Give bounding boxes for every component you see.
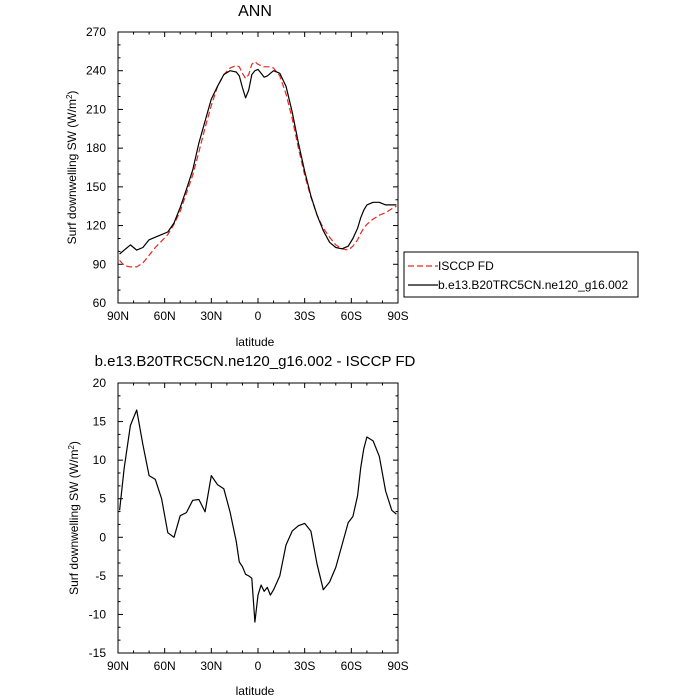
legend-label-model: b.e13.B20TRC5CN.ne120_g16.002	[438, 278, 628, 292]
y-tick-label: 0	[99, 530, 106, 544]
x-tick-label: 0	[255, 659, 262, 673]
top-chart-title: ANN	[238, 3, 272, 20]
x-tick-label: 90S	[387, 659, 408, 673]
y-tick-label: 240	[86, 64, 106, 78]
top-ticks: 90N 60N 30N 0 30S 60S 90S 60 90 120 150 180 210 240 27…	[86, 25, 409, 323]
x-tick-label: 30S	[294, 659, 315, 673]
y-tick-label: 15	[93, 415, 107, 429]
y-tick-label: 150	[86, 180, 106, 194]
bottom-y-axis-label-sup: 2	[67, 445, 76, 450]
x-tick-label: 30N	[200, 659, 222, 673]
y-tick-label: 120	[86, 219, 106, 233]
top-x-axis-label: latitude	[236, 335, 275, 349]
x-tick-label: 90N	[107, 309, 129, 323]
y-tick-label: 10	[93, 453, 107, 467]
y-tick-label: 270	[86, 25, 106, 39]
x-tick-label: 60S	[341, 659, 362, 673]
y-tick-label: 90	[93, 257, 107, 271]
x-tick-label: 60S	[341, 309, 362, 323]
y-tick-label: -10	[89, 607, 107, 621]
series-line-b-e13-b20trc5cn-ne120-g16-002	[119, 68, 397, 255]
x-tick-label: 0	[255, 309, 262, 323]
bottom-series	[119, 409, 397, 623]
y-tick-label: 20	[93, 376, 107, 390]
x-tick-label: 60N	[154, 309, 176, 323]
series-line-isccp-fd	[119, 61, 397, 268]
bottom-ticks: 90N 60N 30N 0 30S 60S 90S -15 -10 -5 0 5 10 15 20	[89, 376, 409, 673]
top-legend: ISCCP FD b.e13.B20TRC5CN.ne120_g16.002	[403, 251, 639, 298]
bottom-x-axis-label: latitude	[236, 684, 275, 698]
bottom-chart-title: b.e13.B20TRC5CN.ne120_g16.002 - ISCCP FD	[95, 353, 416, 370]
y-tick-label: 5	[99, 492, 106, 506]
x-tick-label: 90S	[387, 309, 408, 323]
legend-label-isccp-fd: ISCCP FD	[438, 259, 494, 273]
top-y-axis-label: Surf downwelling SW (W/m2)	[65, 91, 79, 245]
y-tick-label: 60	[93, 296, 107, 310]
x-tick-label: 60N	[154, 659, 176, 673]
y-tick-label: -5	[95, 569, 106, 583]
bottom-plot-frame	[117, 382, 399, 654]
bottom-chart: 90N 60N 30N 0 30S 60S 90S -15 -10 -5 0 5 10 15 20 b.e1…	[67, 353, 416, 698]
top-chart: 90N 60N 30N 0 30S 60S 90S 60 90 120 150 180 210 240 27…	[65, 3, 639, 349]
bottom-y-axis-label: Surf downwelling SW (W/m2)	[67, 441, 81, 595]
top-plot-frame	[117, 31, 399, 304]
difference-series-line	[119, 409, 397, 623]
x-tick-label: 90N	[107, 659, 129, 673]
y-tick-label: 210	[86, 102, 106, 116]
y-tick-label: -15	[89, 646, 107, 660]
legend-box	[403, 251, 639, 298]
x-tick-label: 30N	[200, 309, 222, 323]
top-y-axis-label-sup: 2	[65, 94, 74, 99]
x-tick-label: 30S	[294, 309, 315, 323]
top-series	[119, 61, 397, 268]
y-tick-label: 180	[86, 141, 106, 155]
